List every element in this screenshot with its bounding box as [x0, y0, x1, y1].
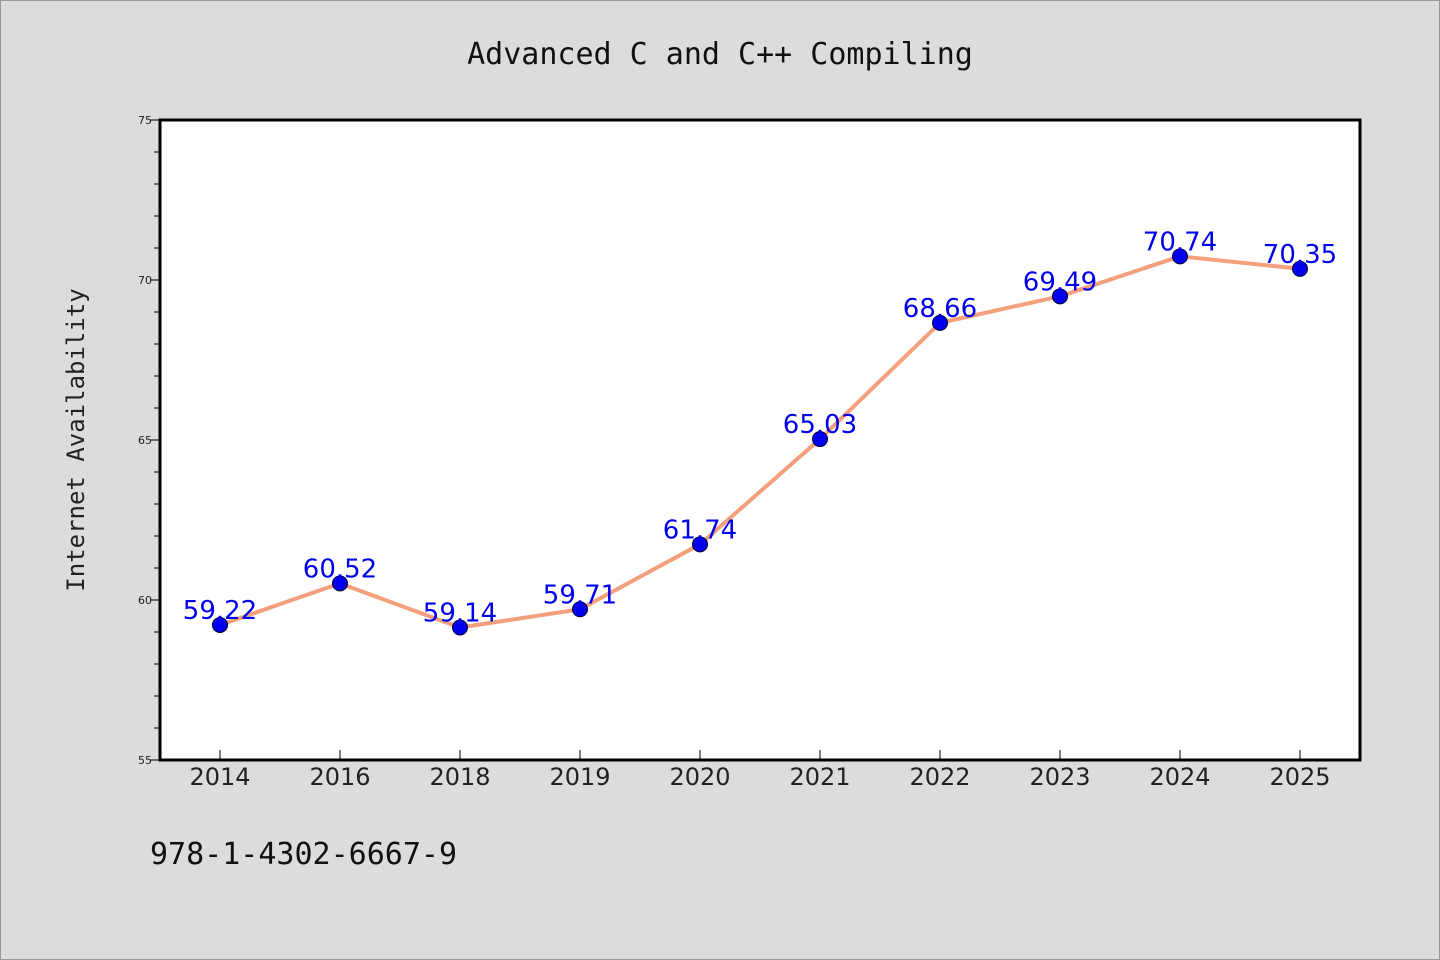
data-label: 65.03: [783, 410, 857, 440]
data-label: 69.49: [1023, 267, 1097, 297]
y-axis-label: Internet Availability: [62, 288, 90, 591]
plot-area: [158, 118, 1362, 762]
x-axis-ticks: 2014 2016 2018 2019 2020 2021 2022 2023 2024 2025: [189, 750, 1331, 791]
data-point: [1292, 260, 1308, 277]
data-label: 60.52: [303, 554, 377, 584]
x-tick-label: 2018: [429, 763, 490, 791]
data-point: [572, 601, 588, 618]
chart-title: Advanced C and C++ Compiling: [467, 37, 973, 72]
y-axis-ticks: 55 60 65 70 75: [138, 114, 160, 767]
data-point: [452, 619, 468, 636]
data-point: [1052, 288, 1068, 305]
y-tick-label: 70: [138, 274, 152, 287]
data-point: [932, 314, 948, 331]
data-point: [332, 575, 348, 592]
y-tick-label: 65: [138, 434, 152, 447]
data-label: 61.74: [663, 515, 737, 545]
data-point: [212, 616, 228, 633]
isbn-footer: 978-1-4302-6667-9: [150, 837, 457, 872]
x-tick-label: 2024: [1149, 763, 1210, 791]
y-tick-label: 75: [138, 114, 152, 127]
data-label: 70.74: [1143, 227, 1217, 257]
x-tick-label: 2022: [909, 763, 970, 791]
series-layer: [212, 248, 1308, 636]
x-tick-label: 2021: [789, 763, 850, 791]
x-tick-label: 2025: [1269, 763, 1330, 791]
data-label: 59.22: [183, 596, 257, 626]
x-tick-label: 2016: [309, 763, 370, 791]
y-tick-label: 55: [138, 754, 152, 767]
data-point: [812, 431, 828, 448]
x-tick-label: 2019: [549, 763, 610, 791]
data-labels-layer: 59.22 60.52 59.14 59.71 61.74 65.03 68.66 69.49…: [183, 227, 1337, 628]
x-tick-label: 2023: [1029, 763, 1090, 791]
data-label: 59.14: [423, 599, 497, 629]
y-tick-label: 60: [138, 594, 152, 607]
series-line: [218, 254, 1302, 630]
data-point: [692, 536, 708, 553]
data-label: 59.71: [543, 580, 617, 610]
data-label: 70.35: [1263, 240, 1337, 270]
x-tick-label: 2014: [189, 763, 250, 791]
data-point: [1172, 248, 1188, 265]
x-tick-label: 2020: [669, 763, 730, 791]
data-label: 68.66: [903, 294, 977, 324]
